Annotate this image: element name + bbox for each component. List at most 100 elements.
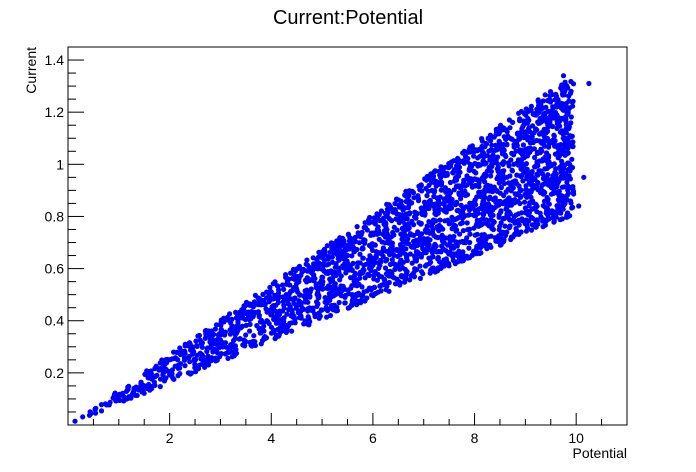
data-point [229, 316, 235, 322]
data-point [407, 251, 413, 257]
data-point [417, 275, 423, 281]
data-point [313, 282, 319, 288]
data-point [398, 198, 404, 204]
data-point [467, 205, 473, 211]
data-point [467, 212, 473, 218]
data-point [569, 165, 576, 171]
data-point [327, 312, 334, 319]
data-point [129, 391, 135, 397]
data-point [232, 343, 238, 349]
data-point [92, 406, 98, 412]
data-point [553, 166, 559, 172]
data-point [316, 249, 322, 255]
data-point [375, 289, 381, 295]
data-point [534, 217, 540, 223]
data-point [568, 114, 574, 120]
data-point [543, 210, 549, 216]
data-point [551, 219, 557, 225]
data-point [570, 81, 577, 87]
data-point [175, 357, 181, 363]
data-point [471, 225, 477, 231]
data-point [301, 321, 307, 327]
data-point [534, 127, 540, 133]
data-point [296, 279, 302, 285]
data-point [225, 355, 231, 361]
data-point [460, 228, 466, 234]
data-point [566, 98, 572, 104]
data-point [241, 308, 247, 314]
data-point [256, 295, 262, 302]
data-point [242, 343, 248, 349]
y-tick-label: 0.6 [45, 261, 65, 277]
data-point [557, 176, 563, 182]
data-point [466, 167, 472, 173]
data-point [438, 234, 444, 240]
data-point [541, 198, 548, 204]
data-point [387, 204, 393, 210]
data-point [538, 187, 544, 193]
data-point [225, 314, 231, 320]
data-point [419, 188, 425, 194]
data-point [555, 97, 561, 103]
data-point [261, 328, 267, 334]
data-point [569, 185, 575, 191]
data-point [387, 261, 393, 267]
data-point [374, 277, 380, 283]
data-point [291, 296, 297, 302]
data-point [284, 327, 290, 333]
data-point [518, 150, 524, 156]
data-point [446, 193, 452, 199]
data-point [367, 265, 374, 271]
data-point [564, 83, 570, 89]
data-point [463, 176, 470, 182]
data-point [384, 232, 390, 238]
data-point [152, 382, 158, 388]
y-tick-label: 1 [56, 156, 64, 172]
data-point [484, 242, 490, 248]
data-point [243, 322, 249, 328]
data-point [112, 390, 118, 396]
data-point [314, 299, 320, 305]
data-point [331, 283, 337, 289]
data-point [367, 253, 373, 259]
data-point [419, 269, 425, 275]
data-point [548, 191, 555, 197]
data-point [310, 272, 317, 278]
data-point [545, 215, 551, 221]
data-point [231, 351, 238, 357]
data-point [475, 155, 481, 161]
data-point [251, 333, 257, 339]
data-point [521, 162, 527, 169]
data-point [324, 285, 330, 291]
data-point [302, 295, 308, 302]
data-point [292, 316, 298, 322]
data-point [342, 261, 348, 267]
data-point [530, 123, 536, 129]
data-point [291, 272, 297, 278]
data-point [204, 348, 210, 354]
x-tick-label: 6 [369, 430, 377, 446]
data-point [559, 88, 566, 94]
data-point [509, 235, 515, 241]
data-point [563, 126, 569, 132]
data-point [80, 414, 86, 420]
data-point [523, 129, 529, 135]
data-point [457, 252, 463, 258]
data-point [407, 231, 413, 237]
y-tick-label: 0.8 [45, 208, 65, 224]
data-point [487, 217, 493, 223]
data-point [391, 232, 397, 238]
data-point [560, 135, 566, 141]
data-point [559, 82, 565, 88]
data-point [393, 209, 399, 215]
data-point [124, 396, 130, 402]
data-point [400, 218, 406, 224]
data-point [547, 119, 553, 125]
data-point [570, 98, 576, 104]
data-point [334, 238, 340, 244]
data-point [522, 205, 529, 211]
data-point [324, 314, 330, 320]
data-point [202, 364, 208, 370]
data-point [294, 287, 300, 293]
data-point [322, 252, 328, 258]
